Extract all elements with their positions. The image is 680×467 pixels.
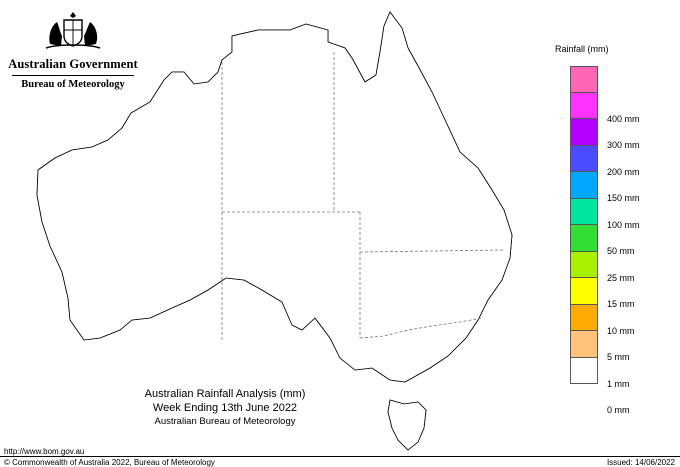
caption-source: Australian Bureau of Meteorology [154, 415, 296, 427]
government-title: Australian Government [8, 57, 138, 71]
legend-label: 10 mm [607, 325, 635, 336]
legend-label: 1 mm [607, 378, 630, 389]
map-caption: Australian Rainfall Analysis (mm) Week E… [120, 388, 330, 427]
legend-label: 300 mm [607, 140, 640, 150]
legend-swatch [570, 172, 598, 199]
legend-label: 25 mm [607, 272, 635, 283]
legend-swatch [570, 304, 598, 331]
legend-swatch [570, 331, 598, 358]
legend-label: 5 mm [607, 352, 630, 362]
coat-of-arms-icon [45, 12, 101, 49]
legend-label: 50 mm [607, 246, 635, 256]
legend-label: 200 mm [607, 166, 640, 177]
legend-label: 0 mm [607, 405, 630, 415]
title-divider [12, 75, 134, 76]
legend-label: 15 mm [607, 299, 635, 309]
footer-divider [0, 456, 680, 457]
state-borders [221, 52, 505, 340]
legend-swatch [570, 198, 598, 225]
legend-title: Rainfall (mm) [555, 44, 609, 54]
government-logo: Australian Government Bureau of Meteorol… [8, 8, 138, 90]
rainfall-map [36, 11, 513, 451]
legend-swatch [570, 278, 598, 305]
legend-swatch [570, 225, 598, 252]
caption-title: Australian Rainfall Analysis (mm) [144, 388, 306, 400]
legend-swatch [570, 119, 598, 146]
copyright-notice: © Commonwealth of Australia 2022, Bureau… [4, 458, 215, 467]
legend-label: 400 mm [607, 113, 640, 124]
legend-swatch [570, 251, 598, 278]
issued-date: Issued: 14/06/2022 [606, 458, 675, 467]
legend-swatch [570, 145, 598, 172]
legend-label: 100 mm [607, 219, 640, 230]
legend-label: 150 mm [607, 193, 640, 203]
caption-period: Week Ending 13th June 2022 [152, 401, 298, 414]
legend-swatch [570, 66, 598, 93]
agency-title: Bureau of Meteorology [21, 79, 125, 90]
website-url: http://www.bom.gov.au [4, 447, 85, 456]
legend-swatch [570, 92, 598, 119]
legend-swatch [570, 357, 598, 384]
